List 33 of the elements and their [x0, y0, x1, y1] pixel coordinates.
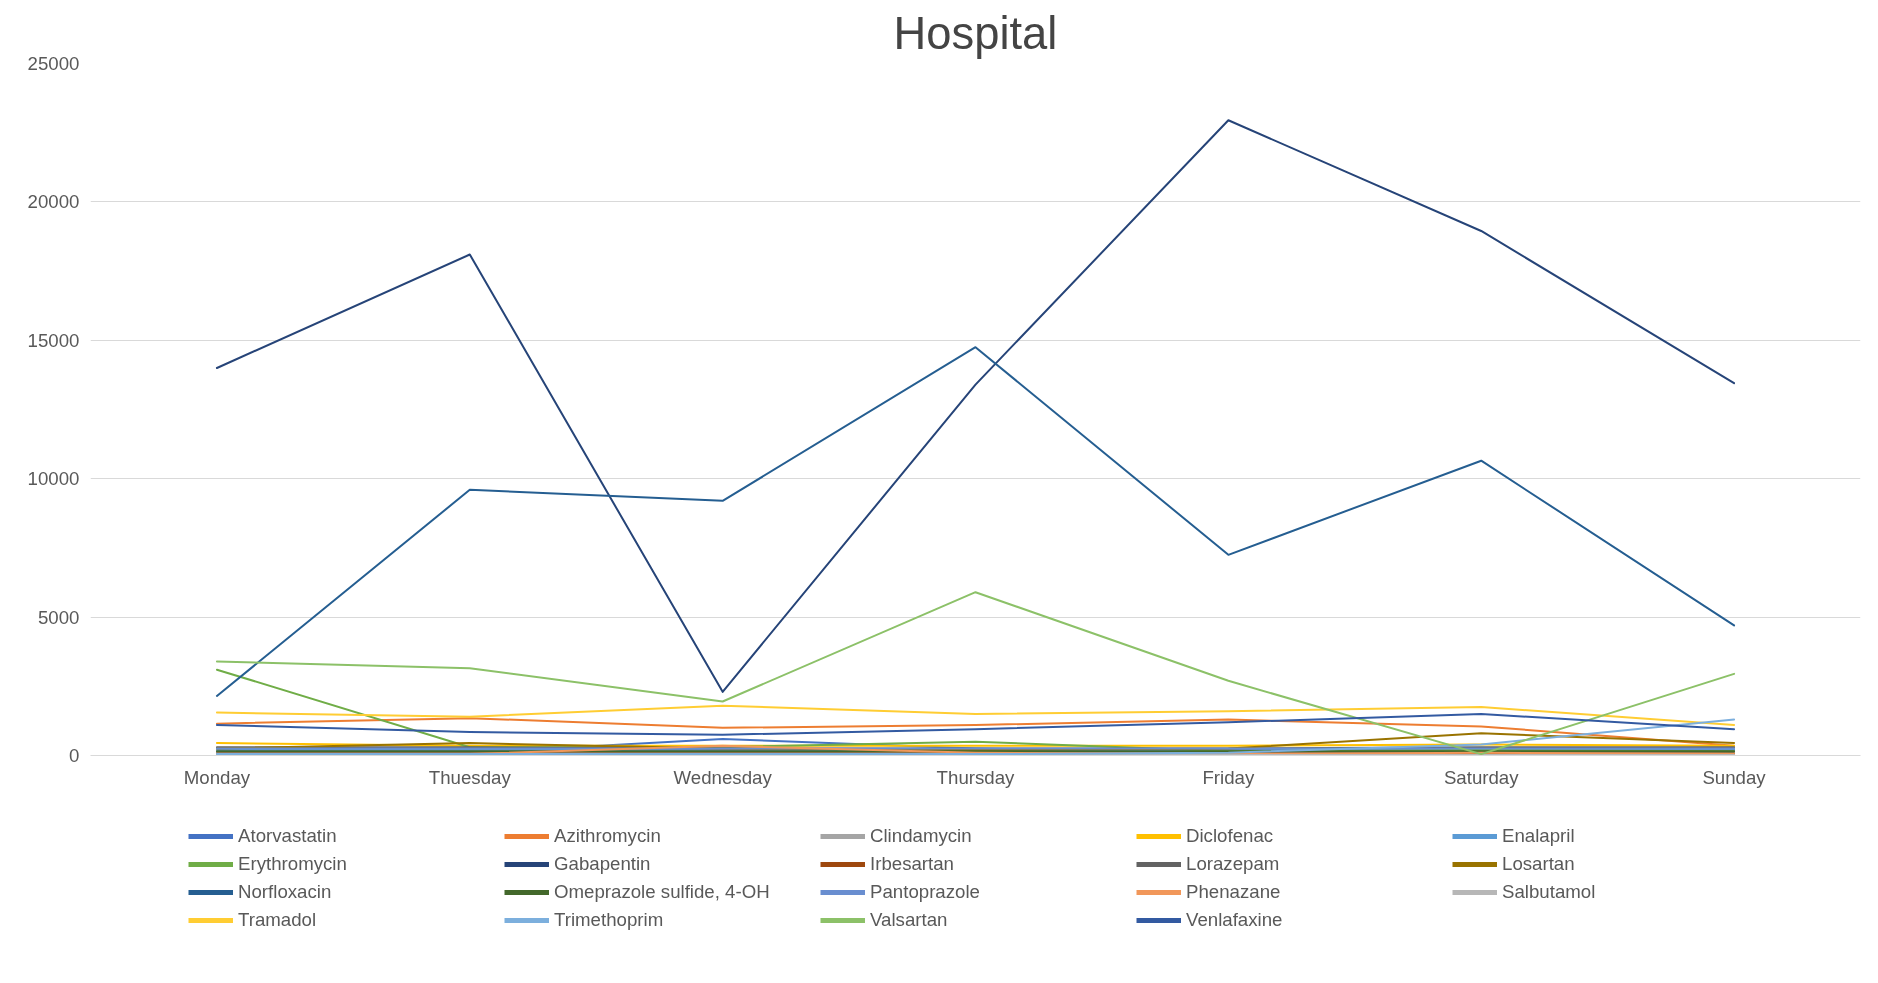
- legend-label: Clindamycin: [870, 824, 973, 847]
- legend-label: Trimethoprim: [554, 908, 665, 931]
- legend-label: Irbesartan: [870, 852, 955, 875]
- y-tick-label: 10000: [27, 468, 80, 490]
- y-tick-label: 20000: [27, 191, 80, 213]
- x-tick-label: Friday: [1202, 766, 1255, 788]
- x-tick-label: Thuesday: [428, 766, 512, 788]
- legend-label: Diclofenac: [1186, 824, 1275, 847]
- legend-label: Phenazane: [1186, 880, 1282, 903]
- legend-label: Erythromycin: [238, 852, 348, 875]
- legend-label: Norfloxacin: [238, 880, 333, 903]
- legend-label: Losartan: [1502, 852, 1576, 875]
- legend-label: Venlafaxine: [1186, 908, 1284, 931]
- x-tick-label: Sunday: [1702, 766, 1767, 788]
- legend-label: Gabapentin: [554, 852, 652, 875]
- y-tick-label: 5000: [38, 606, 80, 628]
- legend-label: Salbutamol: [1502, 880, 1597, 903]
- y-tick-label: 15000: [27, 329, 80, 351]
- y-tick-label: 25000: [27, 53, 80, 74]
- legend-label: Atorvastatin: [238, 824, 338, 847]
- legend-label: Lorazepam: [1186, 852, 1281, 875]
- y-tick-label: 0: [69, 745, 80, 766]
- legend-label: Pantoprazole: [870, 880, 981, 903]
- legend-label: Azithromycin: [554, 824, 662, 847]
- legend-label: Tramadol: [238, 908, 318, 931]
- x-tick-label: Saturday: [1443, 766, 1520, 788]
- x-tick-label: Thursday: [936, 766, 1016, 788]
- chart-title: Hospital: [893, 7, 1058, 59]
- x-tick-label: Wednesday: [673, 766, 773, 788]
- legend-label: Omeprazole sulfide, 4-OH: [554, 880, 771, 903]
- legend-label: Enalapril: [1502, 824, 1576, 847]
- legend-label: Valsartan: [870, 908, 949, 931]
- x-tick-label: Monday: [183, 766, 251, 788]
